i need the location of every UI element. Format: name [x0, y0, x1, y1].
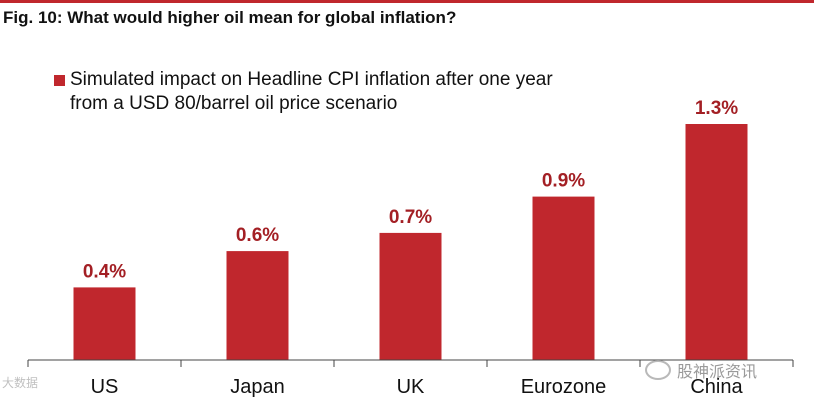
category-label-japan: Japan [230, 376, 285, 398]
title-rule [0, 0, 814, 3]
category-label-china: China [690, 376, 743, 398]
category-labels-group: US Japan UK Eurozone China [91, 376, 744, 398]
x-axis-ticks-group [27, 360, 794, 367]
category-label-uk: UK [397, 376, 425, 398]
watermark-left: 大数据 [2, 376, 39, 390]
value-label-us: 0.4% [83, 261, 126, 282]
legend-label: Simulated impact on Headline CPI inflati… [70, 69, 553, 114]
watermark-right-text: 股神派资讯 [677, 364, 758, 381]
bars-group [73, 124, 748, 360]
bar-us [73, 287, 136, 360]
value-labels-group: 0.4% 0.6% 0.7% 0.9% 1.3% [83, 98, 738, 282]
legend-swatch [54, 75, 65, 86]
category-label-eurozone: Eurozone [521, 376, 607, 398]
bar-japan [226, 251, 289, 360]
wechat-icon [645, 360, 671, 380]
bar-china [685, 124, 748, 360]
value-label-japan: 0.6% [236, 225, 279, 246]
chart-title: Fig. 10: What would higher oil mean for … [3, 8, 457, 27]
chart-legend: Simulated impact on Headline CPI inflati… [54, 68, 570, 116]
value-label-eurozone: 0.9% [542, 171, 585, 192]
bar-eurozone [532, 196, 595, 360]
value-label-uk: 0.7% [389, 207, 432, 228]
value-label-china: 1.3% [695, 98, 738, 119]
bar-uk [379, 232, 442, 360]
category-label-us: US [91, 376, 119, 398]
watermark-right: 股神派资讯 [645, 358, 757, 382]
